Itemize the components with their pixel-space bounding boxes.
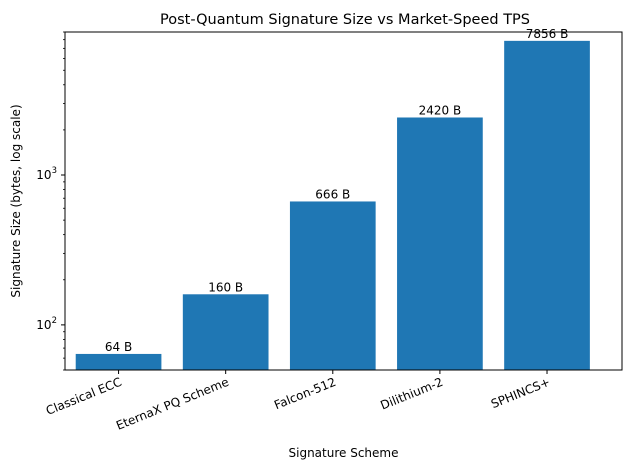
bar-3 — [397, 117, 483, 370]
data-label-3: 2420 B — [419, 103, 462, 117]
plot-area: 64 B 160 B 666 B 2420 B 7856 B — [75, 27, 590, 370]
data-label-4: 7856 B — [526, 27, 569, 41]
axes-frame — [64, 31, 623, 371]
bar-4 — [504, 40, 590, 370]
data-label-2: 666 B — [315, 187, 350, 201]
data-label-1: 160 B — [208, 280, 243, 294]
bar-1 — [182, 294, 269, 370]
bar-0 — [75, 353, 162, 370]
y-tick-label-1: 103 — [36, 166, 57, 182]
y-axis: 102 103 — [36, 31, 65, 371]
y-axis-title: Signature Size (bytes, log scale) — [9, 104, 23, 297]
x-axis-title: Signature Scheme — [289, 446, 399, 460]
y-tick-label-0: 102 — [36, 316, 57, 332]
bar-2 — [289, 201, 376, 370]
chart-title: Post-Quantum Signature Size vs Market-Sp… — [160, 12, 530, 28]
data-label-0: 64 B — [105, 340, 132, 354]
